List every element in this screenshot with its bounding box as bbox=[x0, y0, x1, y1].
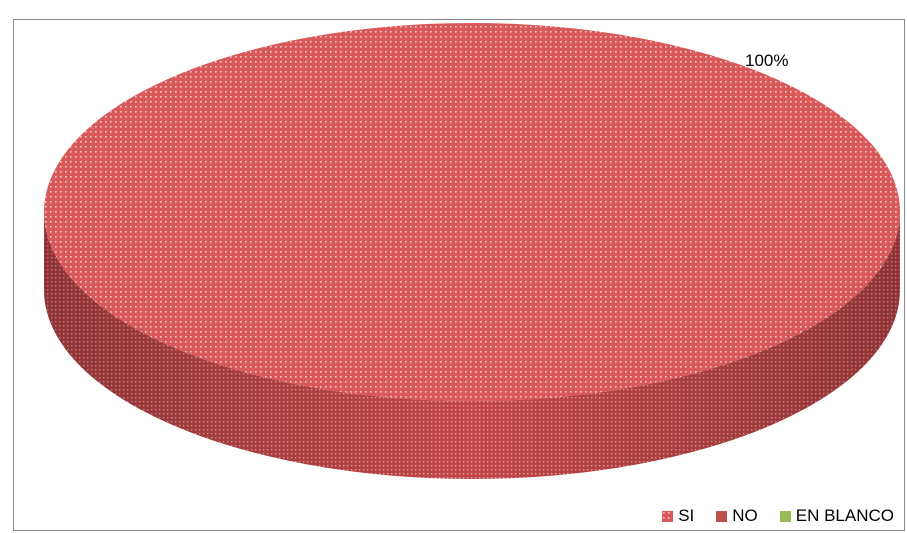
legend-swatch-si bbox=[662, 510, 674, 522]
data-label-si: 100% bbox=[745, 51, 788, 70]
chart-legend: SI NO EN BLANCO bbox=[662, 506, 894, 526]
legend-swatch-en-blanco bbox=[779, 510, 791, 522]
pie-chart: 100% bbox=[44, 23, 900, 479]
legend-label-si: SI bbox=[678, 506, 695, 525]
legend-item-en-blanco: EN BLANCO bbox=[779, 506, 894, 526]
legend-swatch-no bbox=[716, 510, 728, 522]
chart-frame: 100% SI NO EN BLANCO bbox=[13, 19, 905, 531]
pie-side-shade-si bbox=[44, 212, 900, 479]
legend-label-en-blanco: EN BLANCO bbox=[795, 506, 894, 525]
pie-slice-si bbox=[44, 23, 900, 479]
pie-top-si bbox=[44, 23, 900, 401]
legend-item-no: NO bbox=[716, 506, 758, 526]
legend-item-si: SI bbox=[662, 506, 694, 526]
legend-label-no: NO bbox=[732, 506, 758, 525]
